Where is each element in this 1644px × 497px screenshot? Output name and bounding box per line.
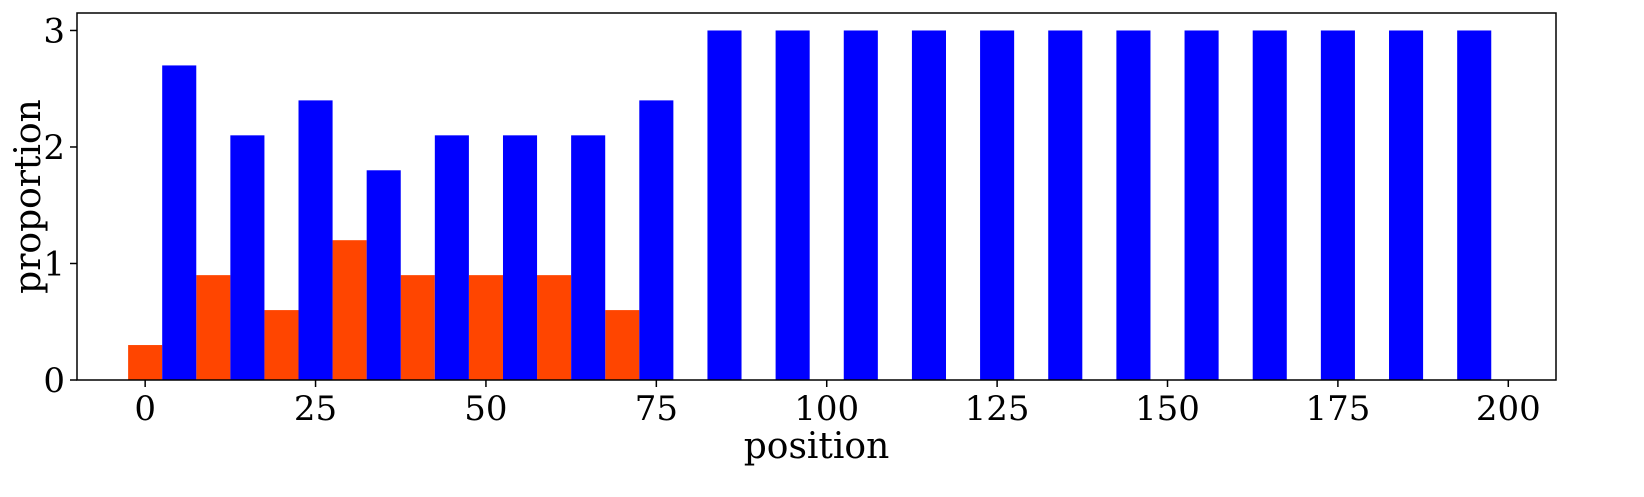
bar-s2-x35 [366, 170, 401, 380]
bar-s2-x65 [571, 135, 606, 380]
x-tick-label: 175 [1305, 389, 1370, 429]
bar-s2-x135 [1048, 30, 1083, 380]
bar-s1-x40 [400, 275, 435, 380]
x-tick-label: 125 [965, 389, 1030, 429]
y-axis-label: proportion [8, 99, 49, 294]
x-tick-label: 100 [794, 389, 859, 429]
bar-s2-x95 [775, 30, 810, 380]
bar-s2-x175 [1320, 30, 1355, 380]
bar-s1-x20 [264, 310, 299, 380]
bar-s1-x10 [196, 275, 231, 380]
bar-s2-x25 [298, 100, 333, 380]
bar-s2-x85 [707, 30, 742, 380]
y-tick-label: 0 [43, 361, 65, 401]
bars-group [128, 30, 1492, 380]
bar-s1-x70 [605, 310, 640, 380]
x-tick-label: 25 [294, 389, 337, 429]
bar-s2-x195 [1457, 30, 1492, 380]
bar-s2-x155 [1184, 30, 1219, 380]
bar-s1-x30 [332, 240, 367, 380]
bar-s2-x5 [162, 65, 197, 380]
x-tick-label: 150 [1135, 389, 1200, 429]
y-tick-label: 3 [43, 11, 65, 51]
x-tick-label: 50 [464, 389, 507, 429]
x-tick-label: 200 [1476, 389, 1541, 429]
x-tick-label: 0 [134, 389, 156, 429]
bar-s2-x185 [1389, 30, 1424, 380]
x-tick-label: 75 [635, 389, 678, 429]
bar-s2-x145 [1116, 30, 1151, 380]
bar-s1-x50 [468, 275, 503, 380]
bar-s2-x105 [843, 30, 878, 380]
bar-s2-x45 [434, 135, 469, 380]
bar-s1-x60 [537, 275, 572, 380]
ticks-group: 0 25 50 75 100 125 150 175 200 0 1 2 3 [43, 11, 1540, 429]
y-tick-label: 2 [43, 128, 65, 168]
bar-s2-x115 [911, 30, 946, 380]
bar-s2-x125 [980, 30, 1015, 380]
bar-s2-x75 [639, 100, 674, 380]
bar-s1-x0 [128, 345, 163, 380]
y-tick-label: 1 [43, 244, 65, 284]
x-axis-label: position [744, 426, 890, 467]
bar-s2-x55 [502, 135, 538, 380]
bar-s2-x165 [1252, 30, 1287, 380]
bar-s2-x15 [230, 135, 265, 380]
plot-frame [76, 12, 1557, 381]
